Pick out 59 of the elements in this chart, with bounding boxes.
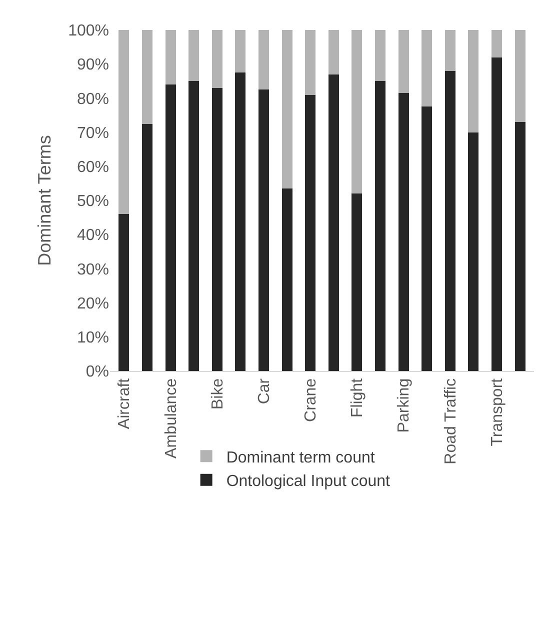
bar — [422, 30, 432, 107]
y-tick-label: 60% — [76, 159, 109, 176]
x-tick-label: Crane — [302, 378, 320, 422]
y-axis-title: Dominant Terms — [34, 135, 54, 266]
bar — [258, 30, 269, 90]
x-tick-label: Parking — [396, 378, 413, 433]
bar — [398, 30, 409, 94]
x-tick-label: Aircraft — [116, 378, 134, 430]
y-tick-label: 40% — [76, 227, 109, 244]
y-tick-label: 0% — [86, 364, 109, 381]
bar — [444, 30, 456, 71]
y-tick-label: 100% — [68, 22, 109, 40]
x-tick-label: Road Traffic — [442, 378, 460, 464]
bar — [165, 30, 176, 85]
y-tick-label: 30% — [76, 261, 109, 278]
bar — [444, 70, 456, 371]
bar — [352, 194, 362, 371]
x-tick-label: Flight — [349, 378, 366, 418]
bar — [212, 30, 222, 88]
bar — [352, 30, 362, 194]
bar — [375, 81, 386, 371]
bar — [491, 30, 502, 58]
bar — [188, 81, 200, 371]
bar — [142, 30, 153, 124]
bar — [398, 93, 409, 371]
bar — [118, 214, 130, 371]
bar — [235, 30, 246, 73]
x-tick-label: Transport — [488, 378, 506, 446]
y-tick-label: 10% — [76, 330, 109, 346]
bar — [305, 30, 316, 95]
y-tick-label: 80% — [76, 90, 109, 108]
legend-label: Ontological Input count — [226, 473, 391, 490]
bar — [282, 30, 292, 189]
bar — [422, 106, 432, 371]
bar — [328, 74, 339, 371]
bar — [328, 30, 339, 74]
bar — [468, 132, 479, 371]
bar — [118, 30, 130, 214]
bar — [514, 122, 526, 371]
bar — [258, 90, 269, 371]
bar — [305, 94, 316, 371]
bar — [235, 72, 246, 371]
bar — [212, 88, 222, 371]
bar — [142, 124, 153, 371]
legend-label: Dominant term count — [226, 449, 376, 466]
bar — [375, 30, 386, 82]
y-tick-label: 70% — [76, 124, 109, 142]
bar — [491, 57, 502, 371]
y-tick-label: 90% — [76, 56, 109, 74]
bar — [468, 30, 479, 132]
bar — [188, 30, 200, 82]
bar — [165, 84, 176, 371]
x-tick-label: Bike — [209, 378, 226, 410]
x-tick-label: Car — [256, 378, 273, 404]
y-tick-label: 50% — [76, 193, 109, 210]
y-tick-label: 20% — [76, 295, 109, 312]
x-tick-label: Ambulance — [162, 378, 180, 458]
bar — [514, 30, 526, 122]
bar — [282, 188, 292, 371]
